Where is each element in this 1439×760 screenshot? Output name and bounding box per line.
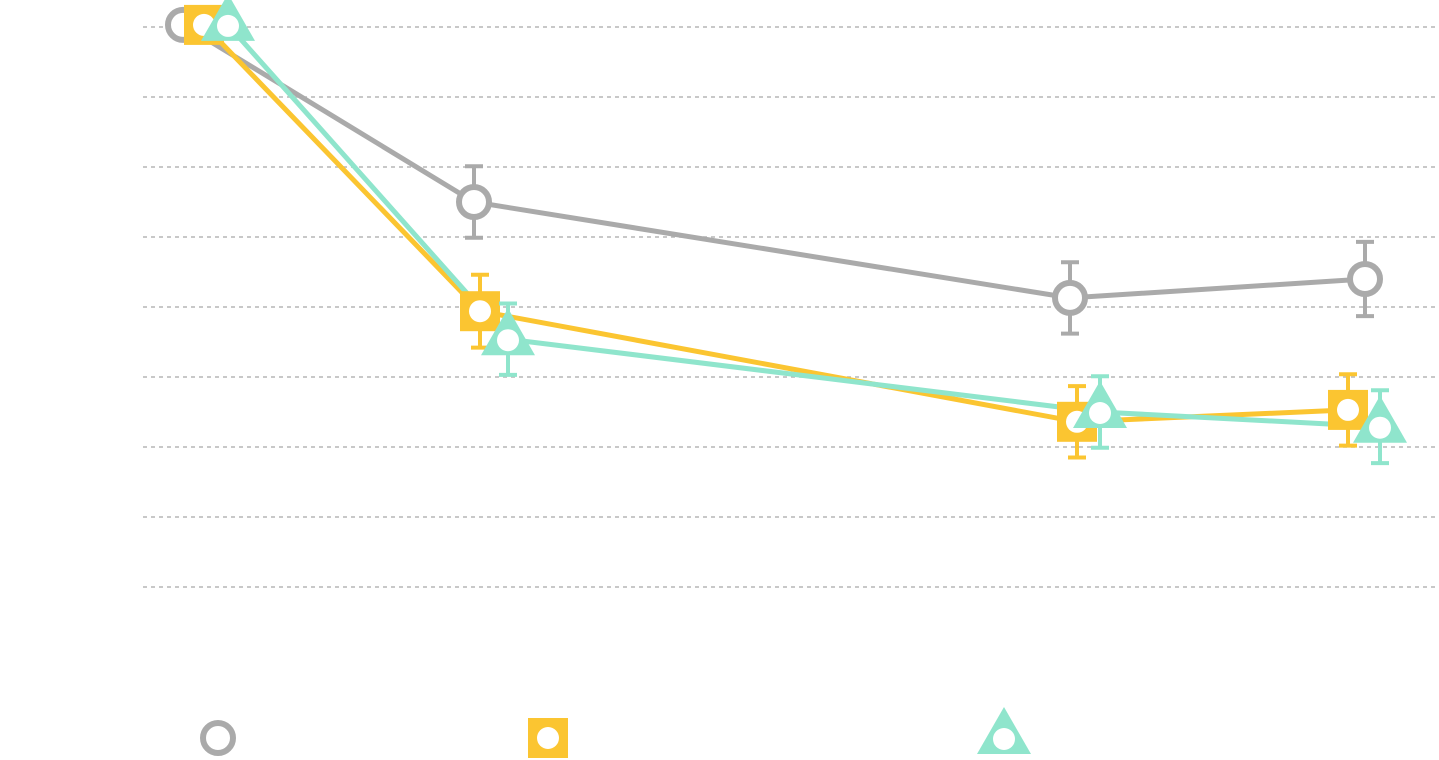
marker-hole: [469, 300, 491, 323]
square-marker: [460, 291, 500, 332]
marker-ring: [1052, 279, 1088, 316]
triangle-marker: [481, 308, 535, 356]
square-marker: [528, 718, 568, 758]
marker-hole: [1369, 416, 1391, 439]
marker-ring: [1347, 261, 1383, 297]
marker-hole: [537, 727, 559, 749]
triangle-marker: [201, 0, 255, 41]
circle-marker: [456, 184, 492, 220]
series-line: [181, 22, 1366, 301]
marker-ring: [456, 184, 492, 220]
marker-hole: [993, 728, 1015, 750]
triangle-marker: [977, 707, 1031, 754]
circle-marker: [200, 720, 236, 756]
series-line: [226, 23, 1381, 430]
marker-hole: [497, 329, 519, 352]
square-marker: [1328, 389, 1368, 430]
circle-marker: [1347, 261, 1383, 297]
marker-hole: [1089, 402, 1111, 424]
triangle-marker: [1353, 395, 1407, 443]
triangle-marker: [1073, 381, 1127, 428]
marker-ring: [200, 720, 236, 756]
series-line: [202, 23, 1349, 425]
circle-marker: [1052, 279, 1088, 316]
marker-hole: [217, 14, 239, 37]
marker-hole: [1337, 398, 1359, 421]
